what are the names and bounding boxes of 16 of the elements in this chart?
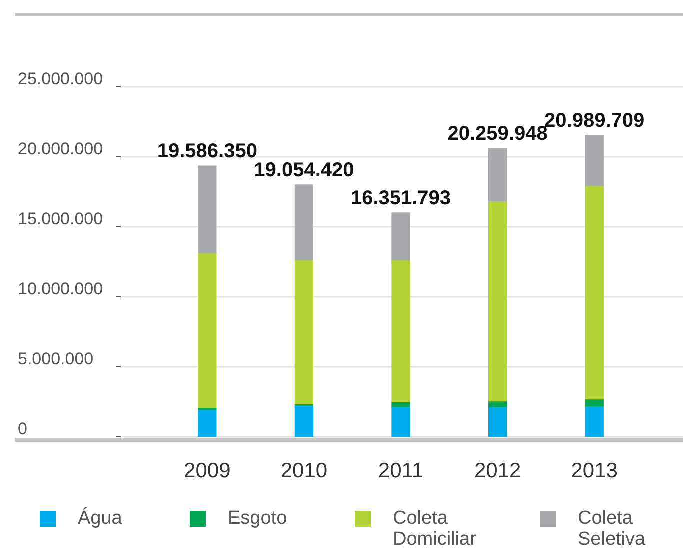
legend-label: Esgoto — [228, 508, 288, 529]
y-tick-label: 0 — [18, 420, 28, 439]
y-tick-label: 25.000.000 — [18, 70, 104, 89]
legend-label: Coleta Domiciliar — [393, 508, 478, 549]
x-tick-label: 2009 — [184, 459, 231, 482]
x-tick-label: 2012 — [474, 459, 522, 482]
y-tick-label: 15.000.000 — [18, 210, 104, 229]
y-tick-label: 5.000.000 — [18, 350, 94, 369]
y-tick-label: 20.000.000 — [18, 140, 104, 159]
x-tick-label: 2011 — [378, 459, 424, 482]
x-tick-label: 2010 — [280, 459, 328, 482]
y-tick-label: 10.000.000 — [18, 280, 104, 299]
x-tick-label: 2013 — [571, 459, 618, 482]
annotation: 16.351.793 — [350, 188, 452, 210]
legend-label: Água — [78, 508, 122, 529]
legend-label: Coleta Seletiva — [578, 508, 647, 549]
